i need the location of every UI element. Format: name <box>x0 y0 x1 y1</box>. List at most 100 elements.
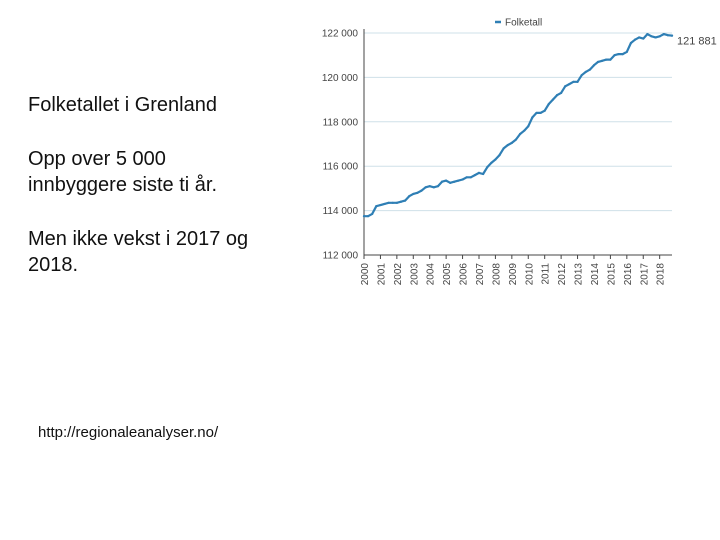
slide-text-block: Folketallet i Grenland Opp over 5 000 in… <box>28 92 288 306</box>
y-tick-label: 120 000 <box>322 73 359 84</box>
data-point <box>584 70 587 73</box>
data-point <box>383 202 386 206</box>
data-point <box>601 59 604 62</box>
x-tick-label: 2002 <box>393 263 404 286</box>
data-point <box>592 64 596 67</box>
x-tick-label: 2009 <box>508 263 519 286</box>
data-point <box>531 116 534 119</box>
data-point <box>572 80 575 83</box>
data-point <box>666 34 669 37</box>
data-point <box>477 171 481 174</box>
data-point <box>658 35 661 38</box>
x-tick-label: 2016 <box>623 263 634 286</box>
data-point <box>424 186 427 189</box>
data-point <box>555 94 559 97</box>
data-point <box>625 50 628 53</box>
data-point <box>428 185 431 188</box>
data-point <box>506 144 509 147</box>
population-line-chart: 112 000 114 000 116 000 118 000 120 000 122 0… <box>322 18 717 286</box>
data-point <box>469 176 472 179</box>
data-point <box>646 33 649 36</box>
data-point <box>473 173 476 177</box>
data-point <box>609 58 612 61</box>
x-tick-label: 2018 <box>656 263 667 286</box>
data-point <box>391 201 394 204</box>
data-point <box>457 179 460 182</box>
data-point <box>362 215 366 218</box>
data-point <box>662 33 665 36</box>
x-tick-label: 2007 <box>475 263 486 286</box>
data-point <box>629 41 633 45</box>
data-point <box>568 82 571 86</box>
source-link[interactable]: http://regionaleanalyser.no/ <box>38 424 219 441</box>
data-point <box>387 201 390 204</box>
data-point <box>617 52 620 56</box>
data-point <box>535 111 538 115</box>
data-point <box>367 215 370 218</box>
data-point <box>461 178 464 181</box>
x-tick-label: 2005 <box>442 263 453 286</box>
data-point <box>543 109 546 112</box>
data-point <box>486 166 489 169</box>
data-point <box>408 195 411 198</box>
data-point <box>518 132 522 136</box>
x-tick-label: 2015 <box>606 263 617 286</box>
data-point <box>560 91 563 95</box>
data-point <box>551 98 555 101</box>
slide-paragraph-stagnation: Men ikke vekst i 2017 og 2018. <box>28 228 249 276</box>
data-point <box>449 181 452 184</box>
data-point <box>523 129 526 132</box>
data-point <box>638 36 641 39</box>
data-point <box>539 111 542 115</box>
data-point <box>596 60 600 63</box>
data-point <box>633 38 637 41</box>
slide-paragraph-growth: Opp over 5 000 innbyggere siste ti år. <box>28 148 217 196</box>
series-line-folketall <box>362 33 674 218</box>
x-tick-label: 2013 <box>574 263 585 286</box>
y-tick-label: 116 000 <box>323 162 359 173</box>
data-point <box>527 125 530 128</box>
x-tick-label: 2003 <box>409 263 420 286</box>
x-tick-label: 2011 <box>541 263 552 285</box>
data-point <box>588 68 591 71</box>
slide-heading: Folketallet i Grenland <box>28 94 217 116</box>
x-tick-label: 2000 <box>360 263 371 286</box>
x-tick-label: 2017 <box>639 263 650 286</box>
x-tick-label: 2012 <box>557 263 568 286</box>
data-point <box>453 180 456 183</box>
data-point <box>412 192 415 196</box>
y-tick-label: 112 000 <box>323 251 359 262</box>
data-point <box>399 200 403 203</box>
y-tick-label: 114 000 <box>323 206 359 217</box>
data-point <box>445 179 448 182</box>
data-point <box>465 176 468 179</box>
data-point <box>510 141 513 144</box>
x-tick-label: 2006 <box>459 263 470 286</box>
data-point <box>564 85 567 88</box>
data-point <box>514 138 518 141</box>
data-point <box>580 74 583 77</box>
data-point <box>403 199 407 202</box>
data-point <box>650 35 653 38</box>
data-point <box>621 52 624 56</box>
series-end-label: 121 881 <box>677 36 717 48</box>
data-point <box>481 172 485 176</box>
data-point <box>605 58 608 61</box>
legend-label: Folketall <box>505 18 542 29</box>
data-point <box>654 36 657 39</box>
data-point <box>440 180 444 183</box>
data-point <box>416 191 419 194</box>
y-tick-label: 122 000 <box>322 29 359 40</box>
data-point <box>371 212 374 216</box>
data-point <box>670 34 674 37</box>
x-tick-label: 2001 <box>376 263 387 286</box>
data-point <box>642 37 645 40</box>
data-point <box>420 189 423 192</box>
data-point <box>498 154 501 157</box>
x-tick-label: 2008 <box>491 263 502 286</box>
data-point <box>490 161 493 164</box>
y-tick-label: 118 000 <box>323 117 359 128</box>
data-point <box>613 54 616 57</box>
x-tick-label: 2010 <box>524 263 535 286</box>
data-point <box>547 102 550 106</box>
